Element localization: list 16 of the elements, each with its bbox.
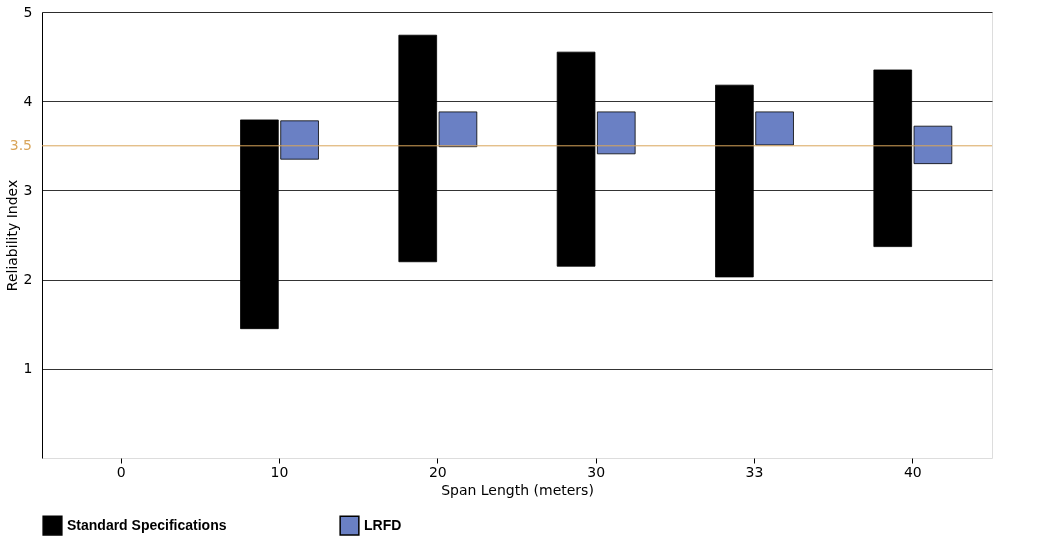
y-tick-label: 1 [23, 360, 33, 377]
x-tick-label: 40 [903, 463, 922, 480]
x-tick-label: 0 [116, 463, 126, 480]
x-tick-label: 33 [745, 463, 764, 480]
legend-label: LRFD [364, 516, 402, 533]
legend-label: Standard Specifications [67, 516, 227, 533]
y-tick-label: 5 [23, 3, 33, 20]
y-tick-label: 3 [23, 181, 33, 198]
y-tick-label: 2 [23, 271, 33, 288]
ref-line-label: 3.5 [9, 136, 32, 153]
x-tick-label: 10 [270, 463, 289, 480]
x-tick-label: 30 [587, 463, 606, 480]
y-axis-title: Reliability Index [3, 179, 20, 292]
y-tick-label: 4 [23, 92, 33, 109]
x-axis-title: Span Length (meters) [441, 481, 594, 498]
x-tick-label: 20 [428, 463, 447, 480]
